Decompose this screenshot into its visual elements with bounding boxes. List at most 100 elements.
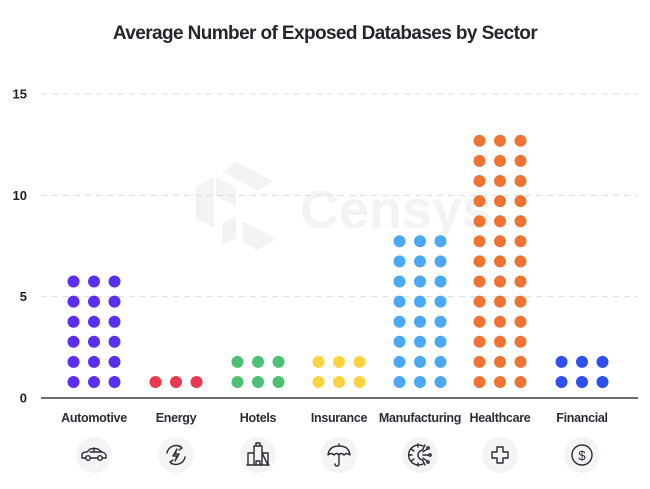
- data-dot: [473, 355, 486, 368]
- data-dot: [434, 335, 447, 348]
- y-tick-label: 15: [13, 87, 27, 102]
- data-dot: [473, 154, 486, 167]
- y-tick-label: 0: [20, 391, 27, 406]
- data-dot: [494, 275, 506, 288]
- data-dot: [494, 195, 506, 208]
- data-dot: [231, 355, 244, 368]
- x-tick-label: Manufacturing: [379, 411, 461, 425]
- data-dot: [576, 355, 588, 368]
- data-dot: [108, 295, 121, 308]
- censys-logo-icon: [196, 162, 276, 250]
- x-axis-labels: Automotive Energy Hotels Insurance Manufactu…: [61, 411, 608, 425]
- data-dot: [414, 355, 426, 368]
- icon-background: [564, 437, 600, 473]
- watermark-text: Censys: [300, 180, 492, 240]
- data-dot: [494, 134, 506, 147]
- icon-background: [402, 437, 438, 473]
- renewable-energy-icon: [158, 437, 194, 473]
- data-dot: [494, 175, 506, 187]
- data-dot: [494, 355, 506, 368]
- data-dot: [414, 335, 426, 348]
- data-dot: [108, 335, 121, 348]
- data-dot: [252, 376, 264, 388]
- data-dot: [108, 376, 121, 388]
- data-dot: [88, 295, 100, 308]
- data-dot: [88, 376, 100, 388]
- sector-icons: $: [76, 437, 600, 473]
- medical-cross-icon: [482, 437, 518, 473]
- data-dot: [231, 376, 244, 388]
- data-dot: [88, 315, 100, 328]
- data-dot: [434, 295, 447, 308]
- data-dot: [473, 134, 486, 147]
- gear-icon: [402, 437, 438, 473]
- data-dot: [67, 335, 80, 348]
- data-dot: [576, 376, 588, 388]
- chart-title: Average Number of Exposed Databases by S…: [113, 23, 538, 44]
- data-dot: [555, 355, 568, 368]
- data-dot: [272, 376, 285, 388]
- dollar-glyph: $: [578, 448, 586, 463]
- x-tick-label: Hotels: [240, 411, 277, 425]
- data-dot: [88, 355, 100, 368]
- icon-background: [76, 437, 112, 473]
- data-dot: [108, 355, 121, 368]
- data-dot: [312, 376, 325, 388]
- data-dot: [414, 235, 426, 248]
- data-dot: [514, 295, 527, 308]
- data-dot: [596, 376, 609, 388]
- data-dot: [494, 215, 506, 228]
- data-dot: [190, 376, 203, 388]
- data-dot: [393, 335, 406, 348]
- x-tick-label: Healthcare: [470, 411, 531, 425]
- data-dot: [434, 275, 447, 288]
- data-dot: [473, 335, 486, 348]
- data-dot: [473, 275, 486, 288]
- data-dot: [414, 315, 426, 328]
- data-dot: [473, 175, 486, 187]
- data-dot: [393, 275, 406, 288]
- data-dot: [393, 235, 406, 248]
- watermark: Censys: [196, 162, 492, 250]
- data-dot: [414, 295, 426, 308]
- data-dot: [272, 355, 285, 368]
- data-dot: [434, 376, 447, 388]
- data-dot: [514, 255, 527, 268]
- data-dot: [393, 355, 406, 368]
- dot-column-manufacturing: [393, 235, 447, 388]
- dot-column-financial: [555, 355, 609, 388]
- data-dot: [393, 315, 406, 328]
- data-dot: [514, 315, 527, 328]
- data-dot: [514, 154, 527, 167]
- y-axis-ticks: 0 5 10 15: [13, 87, 27, 406]
- data-dot: [88, 275, 100, 288]
- x-tick-label: Energy: [156, 411, 197, 425]
- data-dot: [353, 355, 366, 368]
- data-dot: [333, 376, 345, 388]
- x-tick-label: Automotive: [61, 411, 127, 425]
- data-dot: [514, 195, 527, 208]
- data-dot: [67, 275, 80, 288]
- dot-column-energy: [149, 376, 203, 388]
- dot-column-automotive: [67, 275, 121, 388]
- data-dot: [473, 315, 486, 328]
- dot-column-insurance: [312, 355, 366, 388]
- data-dot: [393, 255, 406, 268]
- data-dot: [494, 295, 506, 308]
- data-dot: [393, 376, 406, 388]
- y-tick-label: 5: [20, 289, 27, 304]
- data-dot: [312, 355, 325, 368]
- building-icon: [240, 437, 276, 473]
- data-dot: [414, 255, 426, 268]
- data-dot: [473, 295, 486, 308]
- data-dot: [514, 134, 527, 147]
- data-dot: [555, 376, 568, 388]
- data-dot: [434, 255, 447, 268]
- data-dot: [414, 376, 426, 388]
- data-dot: [514, 335, 527, 348]
- data-dot: [494, 376, 506, 388]
- dollar-icon: $: [564, 437, 600, 473]
- data-dot: [67, 376, 80, 388]
- data-dot: [414, 275, 426, 288]
